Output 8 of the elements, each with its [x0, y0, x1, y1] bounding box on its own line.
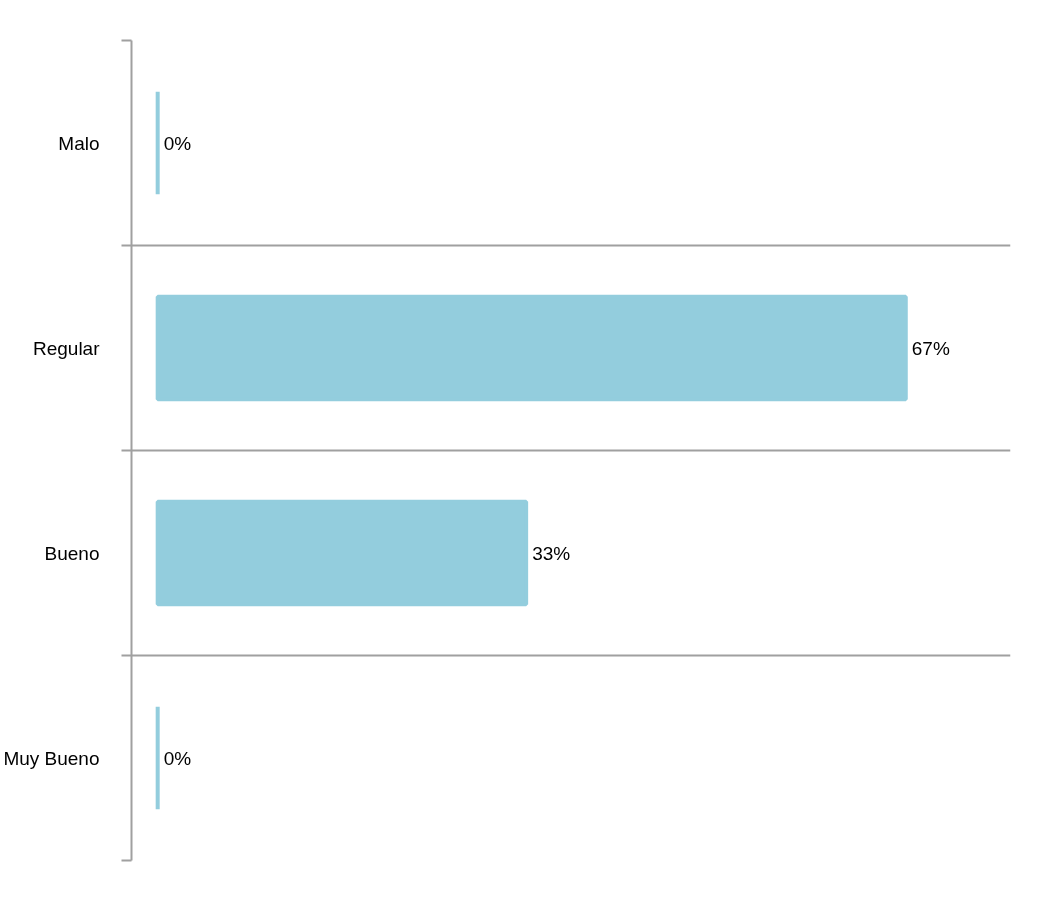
- y-tick-label: Regular: [32, 337, 101, 359]
- data-label: 33%: [532, 542, 571, 564]
- data-label: 67%: [911, 337, 950, 359]
- data-label: 0%: [163, 747, 192, 769]
- y-tick-label: Malo: [58, 132, 100, 154]
- y-tick-label: Bueno: [44, 542, 100, 564]
- data-label: 0%: [163, 132, 192, 154]
- y-tick-label: Muy Bueno: [3, 747, 100, 769]
